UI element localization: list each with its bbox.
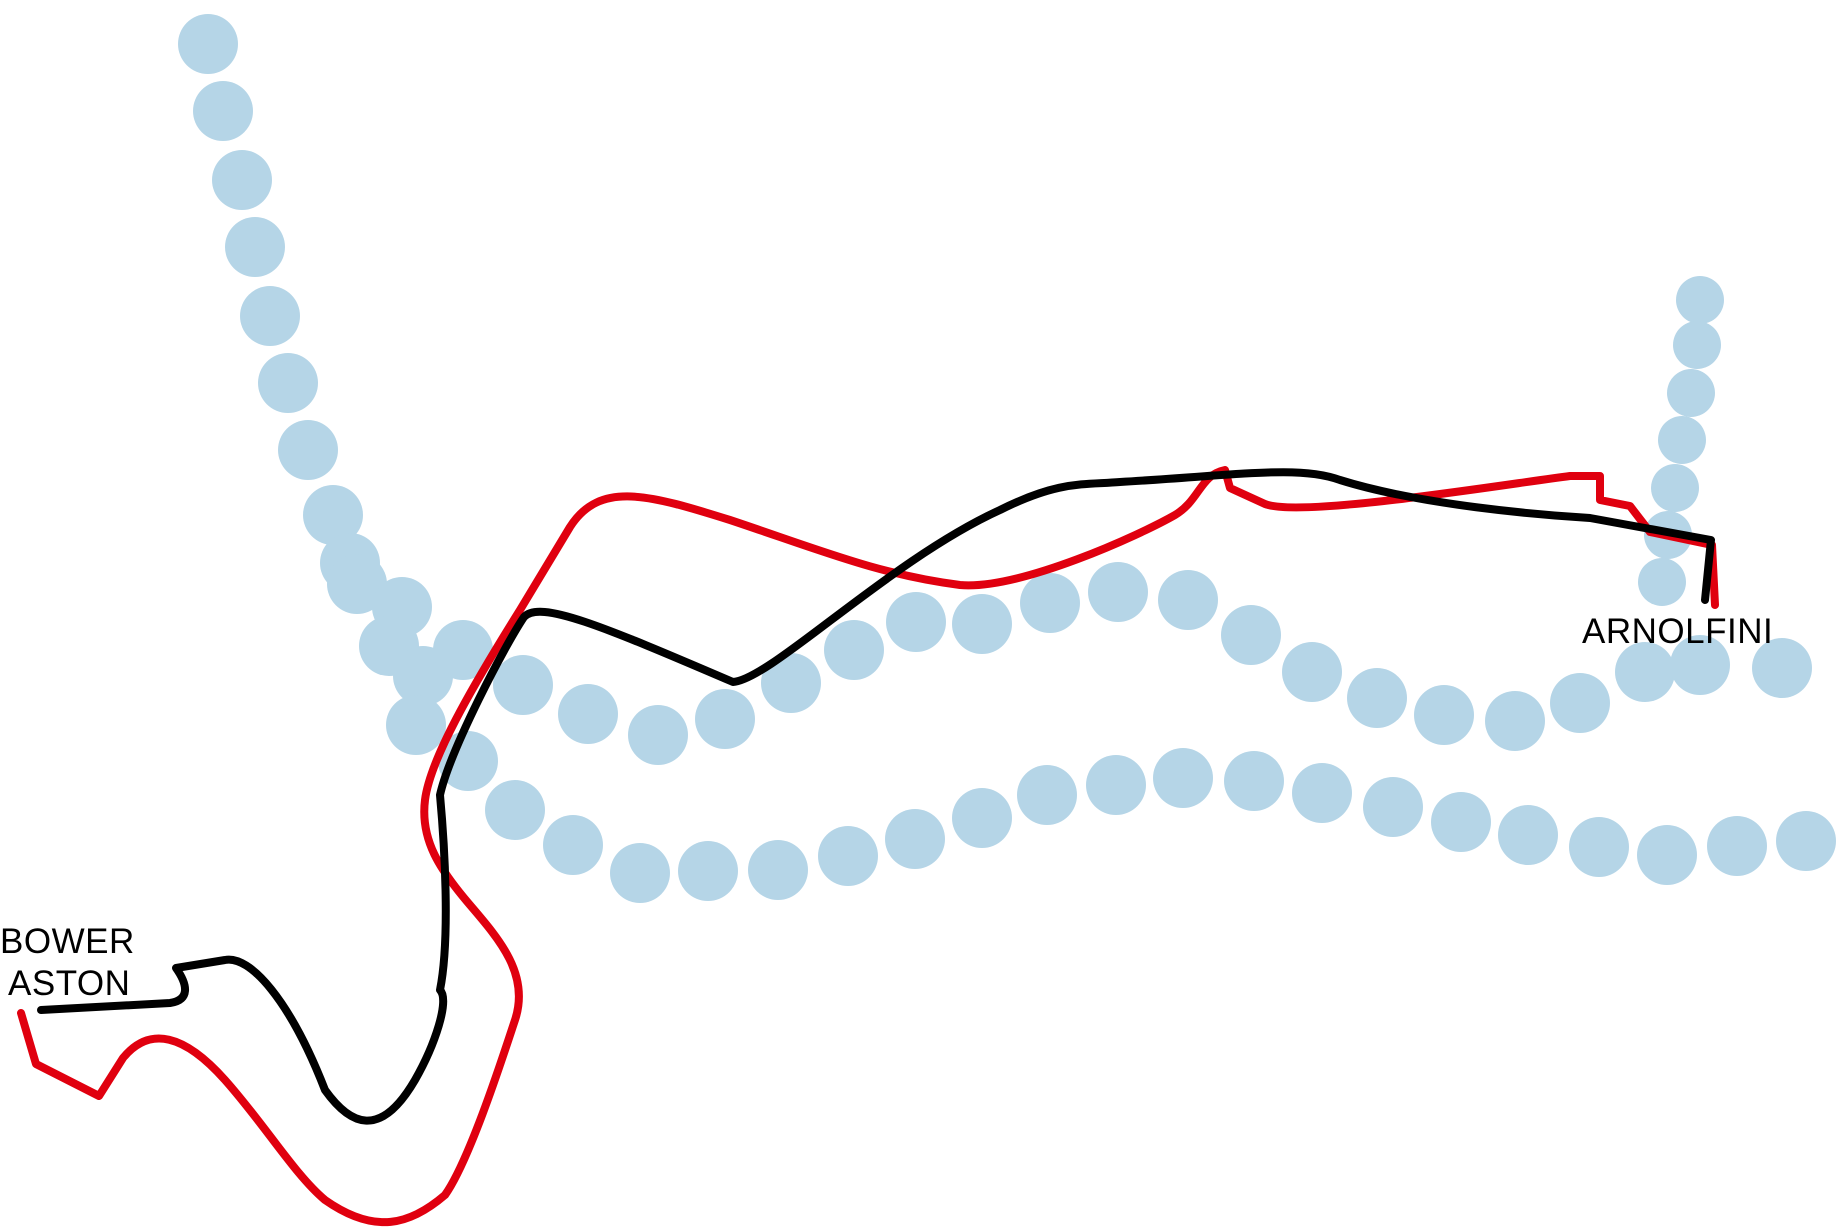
- river-dot: [610, 843, 670, 903]
- river-dot: [1550, 673, 1610, 733]
- river-dot: [485, 780, 545, 840]
- river-dot: [1651, 464, 1699, 512]
- river-dot: [1414, 685, 1474, 745]
- river-dot: [258, 353, 318, 413]
- river-dot: [1707, 816, 1767, 876]
- river-dot: [1498, 805, 1558, 865]
- river-dot: [1158, 570, 1218, 630]
- river-dot: [1221, 605, 1281, 665]
- river-dot: [1776, 811, 1836, 871]
- route-black[interactable]: [37, 468, 1715, 1125]
- river-dot: [1752, 638, 1812, 698]
- river-dot: [761, 653, 821, 713]
- river-dot: [1638, 558, 1686, 606]
- river-dot: [558, 684, 618, 744]
- river-dot: [1569, 817, 1629, 877]
- river-dot: [1485, 691, 1545, 751]
- river-dot: [386, 695, 446, 755]
- river-dot: [193, 81, 253, 141]
- river-dot: [818, 826, 878, 886]
- river-dot: [1431, 792, 1491, 852]
- river-dot: [1086, 755, 1146, 815]
- river-dot: [1224, 751, 1284, 811]
- start-label-line2: ASTON: [8, 964, 131, 1003]
- river-dot: [327, 554, 387, 614]
- river-dot: [1615, 642, 1675, 702]
- river-dot: [1676, 276, 1724, 324]
- river-dot: [1673, 321, 1721, 369]
- river-dot: [1363, 777, 1423, 837]
- river-dot: [303, 485, 363, 545]
- river-dot: [886, 592, 946, 652]
- river-dot: [433, 620, 493, 680]
- river-dot: [178, 14, 238, 74]
- river-dot: [1667, 369, 1715, 417]
- river-dot: [678, 841, 738, 901]
- river-dot: [1658, 416, 1706, 464]
- river-dot: [952, 594, 1012, 654]
- river-dot: [1088, 562, 1148, 622]
- river-water: [178, 14, 1836, 903]
- river-dot: [543, 815, 603, 875]
- river-dot: [824, 620, 884, 680]
- route-red[interactable]: [17, 466, 1719, 1227]
- river-dot: [1292, 763, 1352, 823]
- river-dot: [225, 217, 285, 277]
- river-dot: [748, 840, 808, 900]
- river-dot: [278, 420, 338, 480]
- river-dot: [240, 286, 300, 346]
- river-dot: [1020, 573, 1080, 633]
- river-dot: [952, 788, 1012, 848]
- river-dot: [885, 809, 945, 869]
- river-dot: [1637, 825, 1697, 885]
- river-dot: [1017, 765, 1077, 825]
- river-dot: [1153, 748, 1213, 808]
- river-dot: [493, 655, 553, 715]
- river-dot: [628, 705, 688, 765]
- river-dot: [1282, 642, 1342, 702]
- river-dot: [695, 689, 755, 749]
- start-label-line1: BOWER: [0, 922, 135, 961]
- river-dot: [212, 150, 272, 210]
- river-dot: [1670, 635, 1730, 695]
- end-label: ARNOLFINI: [1582, 612, 1774, 651]
- river-dot: [1347, 668, 1407, 728]
